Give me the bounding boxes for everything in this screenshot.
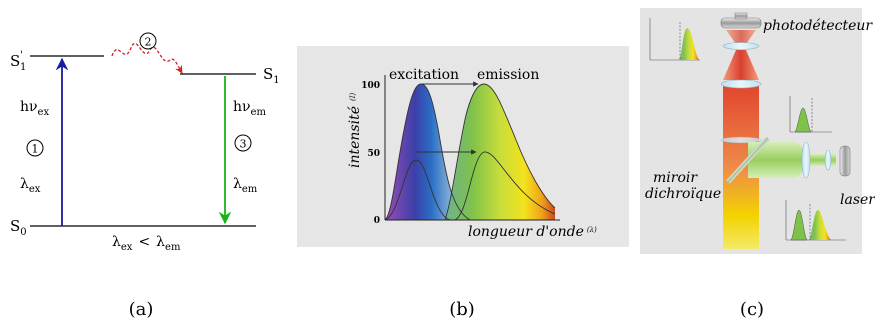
step-3-marker: 3: [234, 134, 252, 152]
label-laser: laser: [840, 192, 875, 208]
laser-beam: [748, 142, 806, 178]
hv-ex-label: hνex: [20, 99, 49, 118]
svg-text:intensité(I): intensité(I): [347, 93, 363, 168]
hv-em-label: hνem: [233, 99, 266, 118]
tick-50: 50: [367, 149, 380, 159]
laser-beam-narrow: [806, 154, 836, 166]
panel-a-jablonski-diagram: S' 1 S1 S0 hνex hνem 1 2: [10, 32, 280, 253]
label-emission: emission: [477, 67, 539, 83]
excitation-spectrum-half: [384, 159, 451, 221]
caption-a: (a): [129, 299, 154, 320]
emission-spectrum-half: [454, 151, 556, 221]
lambda-em-label: λem: [233, 176, 258, 195]
tick-0: 0: [374, 216, 380, 226]
label-mirror-line2: dichroïque: [645, 186, 721, 202]
photodetector-cap: [734, 12, 748, 20]
dichroic-mirror-edge: [727, 137, 769, 183]
level-s1-label: S1: [263, 65, 280, 86]
wavelength-relation: λex < λem: [112, 234, 181, 253]
lambda-ex-label: λex: [20, 176, 41, 195]
tick-100: 100: [361, 81, 380, 91]
caption-c: (c): [740, 299, 764, 320]
inset-spectrum-both: [785, 200, 846, 241]
caption-b: (b): [449, 299, 475, 320]
label-photodetector: photodétecteur: [763, 18, 873, 34]
photodetector-body: [720, 17, 762, 29]
lower-lens: [720, 79, 762, 89]
detector-cone-top: [726, 30, 756, 44]
label-mirror-line1: miroir: [653, 170, 698, 186]
beam-expander-lens-1: [801, 141, 811, 179]
objective-lens: [720, 136, 762, 144]
svg-text:2: 2: [145, 36, 152, 49]
beam-expander-lens-2: [824, 149, 832, 171]
panel-b-spectra: 100 50 0 excitation emission intensité(I…: [297, 46, 629, 247]
level-s1-prime-label: S' 1: [10, 50, 26, 73]
laser-source: [839, 145, 851, 177]
inset-spectrum-emission: [649, 18, 700, 61]
emission-spectrum-outline: [444, 83, 556, 221]
inset-spectrum-excitation-filter: [789, 96, 832, 133]
label-excitation: excitation: [389, 67, 459, 83]
detector-cone: [723, 50, 759, 80]
relaxation-wavy-arrow: [111, 42, 183, 74]
step-1-marker: 1: [26, 139, 44, 157]
emission-spectrum: [445, 84, 555, 220]
svg-text:3: 3: [240, 138, 247, 151]
excitation-spectrum-outline: [384, 83, 471, 221]
step-2-marker: 2: [139, 32, 157, 50]
upper-lens: [722, 42, 760, 50]
x-axis-label: longueur d'onde (λ): [468, 224, 597, 240]
level-s0-label: S0: [10, 217, 27, 238]
svg-text:1: 1: [32, 143, 39, 156]
y-axis-label: intensité(I): [347, 93, 363, 168]
panel-c-epifluorescence-setup: photodétecteur miroir dichroïque laser: [640, 8, 875, 254]
